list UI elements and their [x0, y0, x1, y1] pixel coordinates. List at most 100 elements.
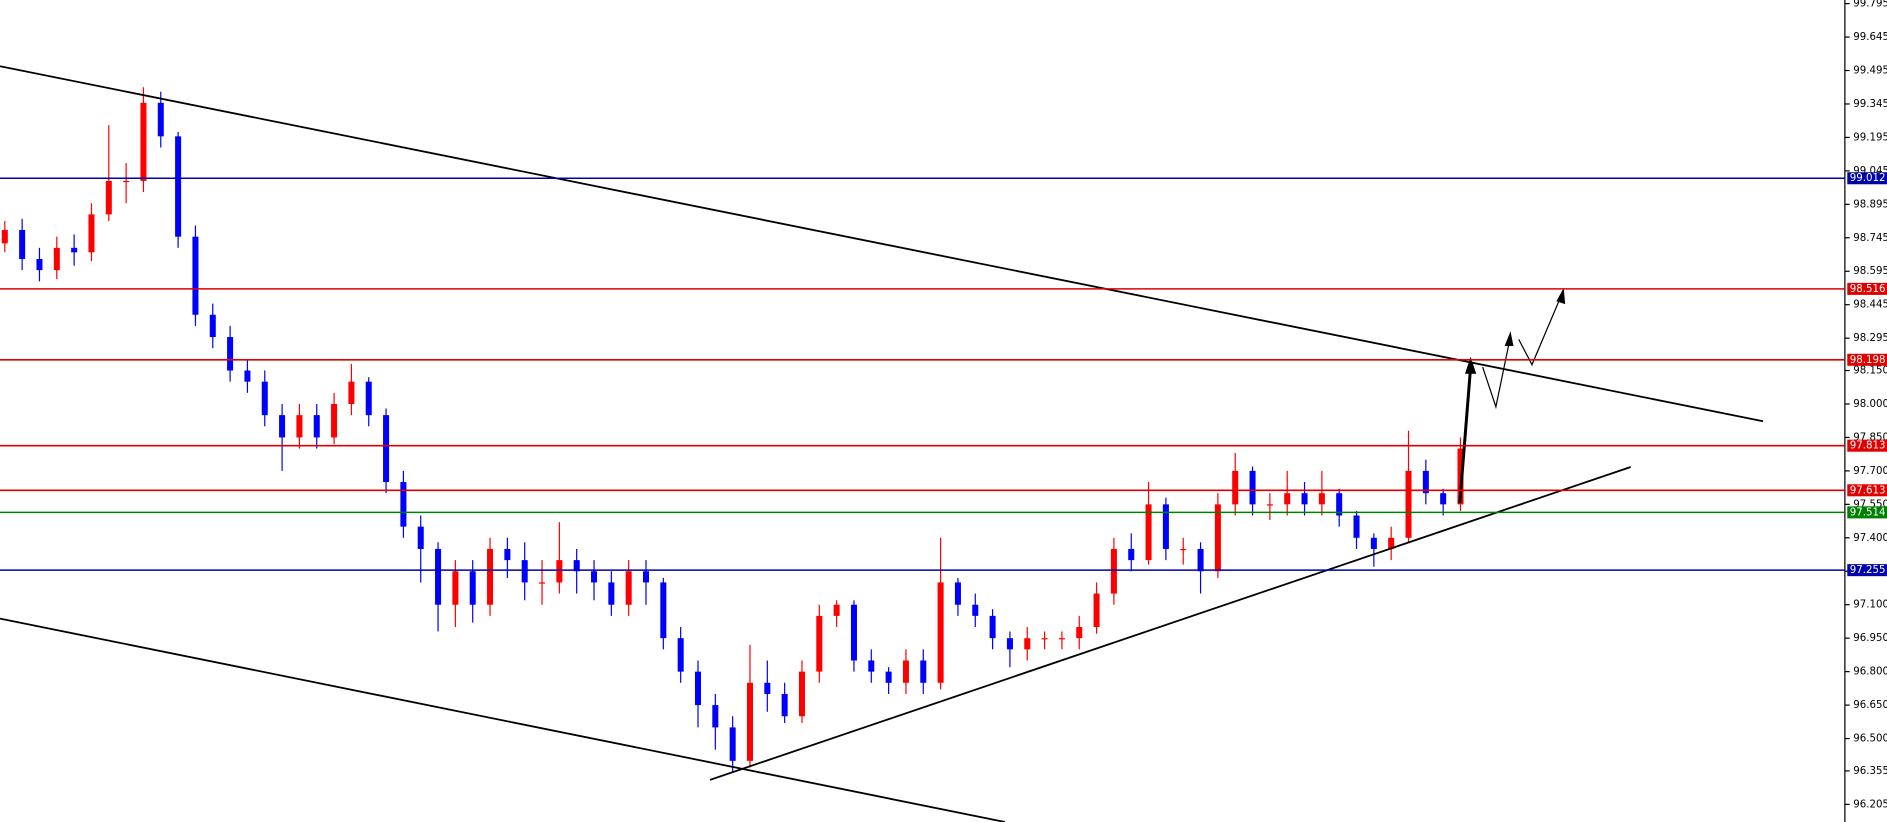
candle-body: [608, 582, 615, 605]
y-tick-label: 98.150: [1853, 366, 1887, 377]
level-label-box: [1847, 564, 1887, 577]
candle-body: [816, 615, 823, 672]
candle-body: [1301, 493, 1308, 505]
y-tick-label: 99.195: [1853, 132, 1887, 143]
level-label: 97.255: [1850, 565, 1886, 576]
candle-body: [798, 671, 805, 717]
candle-body: [643, 571, 650, 583]
candle-body: [244, 370, 251, 382]
candle-body: [972, 604, 979, 616]
candle-body: [1266, 504, 1273, 506]
candle-body: [348, 381, 355, 404]
y-tick-label: 97.850: [1853, 432, 1887, 443]
candle-body: [902, 660, 909, 683]
candle-body: [1370, 537, 1377, 549]
candle-body: [1405, 470, 1412, 538]
level-label: 97.514: [1850, 507, 1886, 518]
candle-body: [36, 258, 43, 271]
candle-body: [729, 727, 736, 761]
y-tick-label: 99.495: [1853, 66, 1887, 77]
candle-body: [1284, 493, 1291, 505]
y-tick-label: 98.595: [1853, 266, 1887, 277]
candle-body: [140, 102, 147, 181]
candle-body: [1440, 493, 1447, 505]
candle-body: [591, 571, 598, 583]
candle-body: [677, 638, 684, 672]
candle-body: [469, 571, 476, 605]
candle-body: [1353, 515, 1360, 538]
candle-body: [1318, 493, 1325, 505]
candle-body: [487, 548, 494, 605]
candle-body: [1076, 627, 1083, 639]
y-tick-label: 99.045: [1853, 166, 1887, 177]
candle-body: [1093, 593, 1100, 628]
candle-body: [1, 229, 8, 244]
level-label-box: [1847, 353, 1887, 366]
projection-path: [1518, 293, 1563, 367]
arrowhead: [1504, 331, 1514, 347]
y-tick-label: 98.745: [1853, 233, 1887, 244]
candle-body: [712, 705, 719, 728]
candle-body: [660, 582, 667, 639]
candle-body: [539, 582, 546, 584]
candle-body: [279, 415, 286, 438]
y-tick-label: 97.700: [1853, 466, 1887, 477]
level-label-box: [1847, 484, 1887, 497]
candle-body: [157, 102, 164, 137]
candle-body: [1058, 638, 1065, 640]
level-label-box: [1847, 172, 1887, 185]
drawings: [0, 65, 1764, 822]
candle-body: [764, 682, 771, 694]
candle-body: [105, 180, 112, 215]
candle-body: [209, 314, 216, 338]
candle-body: [1214, 504, 1221, 572]
candle-body: [989, 615, 996, 639]
level-label: 98.516: [1850, 284, 1886, 295]
candle-body: [694, 671, 702, 706]
level-label: 97.813: [1850, 441, 1886, 452]
level-label-box: [1847, 506, 1887, 519]
candle-body: [885, 671, 892, 683]
candle-body: [175, 136, 182, 237]
y-tick-label: 98.445: [1853, 300, 1887, 311]
y-tick-label: 96.500: [1853, 734, 1887, 745]
price-axis: 99.795 99.645 99.495 99.345 99.195 99.045 98.8…: [1844, 0, 1887, 810]
candle-body: [1180, 548, 1187, 551]
candle-body: [296, 415, 303, 438]
candle-body: [313, 415, 320, 438]
level-label-box: [1847, 439, 1887, 452]
level-label: 97.613: [1850, 485, 1886, 496]
candle-body: [1006, 638, 1013, 650]
candle-body: [746, 682, 753, 761]
trend-line: [0, 617, 1006, 822]
candle-body: [573, 560, 580, 572]
candle-body: [954, 582, 961, 605]
y-tick-label: 99.345: [1853, 99, 1887, 110]
candle-body: [1336, 493, 1343, 516]
candle-body: [1388, 537, 1395, 549]
arrowhead: [1556, 288, 1566, 305]
candle-body: [452, 571, 459, 605]
level-label-box: [1847, 282, 1887, 295]
candle-body: [521, 560, 528, 583]
candle-body: [261, 381, 268, 416]
candle-body: [1024, 638, 1031, 650]
candle-body: [625, 571, 632, 605]
candle-body: [417, 526, 424, 549]
y-tick-label: 99.645: [1853, 32, 1887, 43]
candle-body: [88, 214, 95, 253]
level-label: 99.012: [1850, 173, 1886, 184]
y-tick-label: 97.100: [1853, 600, 1887, 611]
arrow: [1458, 366, 1473, 504]
plot-area: [1, 87, 1464, 773]
y-tick-label: 99.795: [1853, 0, 1887, 10]
candle-body: [1162, 504, 1169, 549]
candle-body: [1041, 638, 1048, 640]
candle-body: [920, 660, 927, 683]
candle-body: [383, 415, 390, 483]
levels: 99.012 98.516 98.198 97.813 97.613 97.514 97.2…: [0, 172, 1887, 577]
candle-body: [504, 548, 511, 561]
candle-body: [1145, 504, 1152, 561]
